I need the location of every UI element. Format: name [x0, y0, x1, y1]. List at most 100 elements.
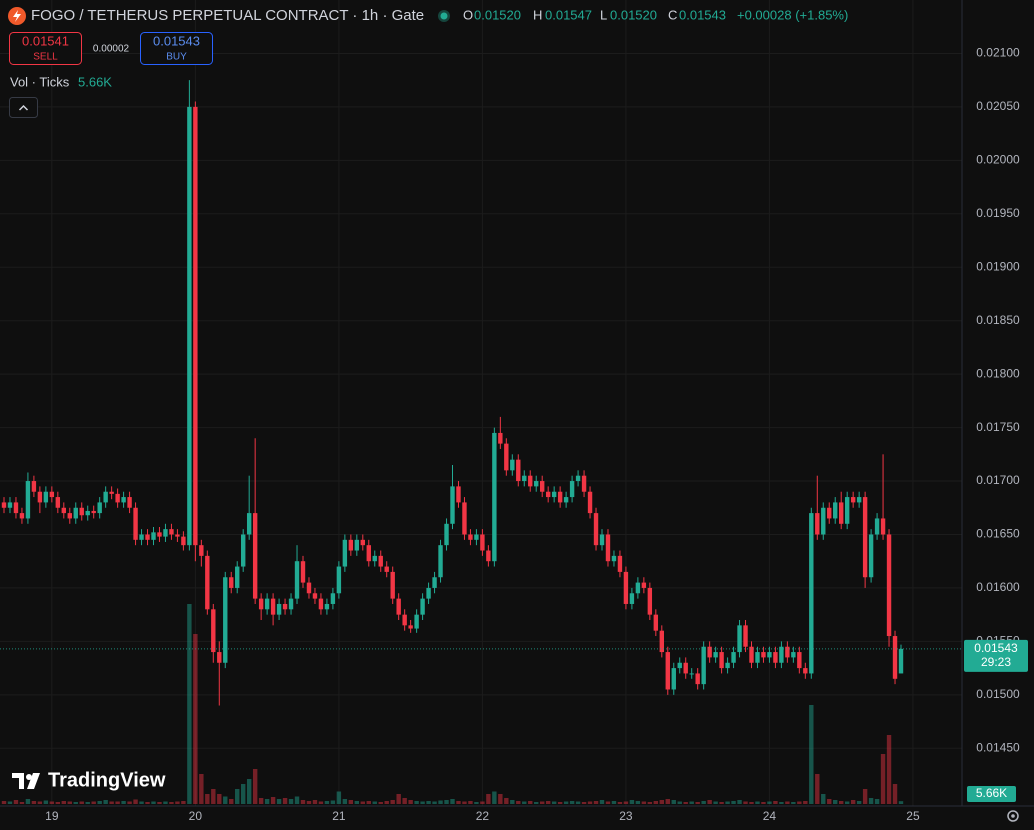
candle-body: [653, 614, 659, 631]
collapse-button[interactable]: [9, 97, 38, 118]
volume-bar: [13, 800, 19, 804]
volume-bar: [767, 801, 772, 804]
buy-label[interactable]: BUY: [166, 52, 187, 63]
candle-body: [821, 507, 826, 535]
buy-price[interactable]: 0.01543: [153, 33, 200, 48]
logo-shape: [12, 773, 24, 789]
candle-body: [773, 652, 778, 663]
logo-dot: [26, 774, 32, 780]
countdown-label: 29:23: [981, 655, 1011, 669]
candle-body: [809, 513, 814, 674]
candle-body: [707, 646, 712, 658]
grid: [0, 0, 962, 806]
settings-icon[interactable]: [1007, 810, 1019, 822]
volume-bar: [109, 801, 114, 804]
candle-body: [540, 481, 545, 492]
volume-bar: [205, 794, 210, 804]
volume-bar: [336, 791, 342, 804]
candle-body: [342, 539, 348, 567]
volume-bar: [480, 801, 485, 804]
sell-price[interactable]: 0.01541: [22, 33, 69, 48]
last-price-box: [964, 639, 1028, 672]
volume-bar: [294, 796, 300, 804]
volume-bar: [522, 801, 527, 804]
candle-body: [193, 106, 198, 546]
volume-bar: [73, 802, 78, 804]
x-tick-label: 20: [189, 809, 203, 823]
volume-bar: [223, 796, 228, 804]
volume-bar: [67, 801, 72, 804]
candle-body: [270, 598, 276, 615]
y-tick-label: 0.02050: [976, 99, 1020, 113]
volume-bar: [623, 801, 629, 804]
volume-bar: [617, 802, 623, 804]
volume-bar: [396, 794, 401, 804]
candle-body: [737, 625, 742, 653]
candle-body: [217, 652, 222, 663]
candle-body: [73, 507, 78, 519]
volume-bar: [61, 801, 66, 804]
high-value: 0.01547: [545, 7, 592, 22]
sell-button[interactable]: [9, 32, 82, 65]
candle-body: [1, 502, 7, 508]
candle-body: [61, 507, 66, 514]
volume-bar: [474, 802, 479, 804]
candle-body: [791, 652, 796, 658]
settings-icon-center[interactable]: [1011, 814, 1015, 818]
logo-slash: [27, 773, 40, 789]
x-tick-label: 25: [906, 809, 920, 823]
volume-bar: [629, 800, 635, 804]
candle-body: [49, 491, 55, 498]
candle-body: [468, 534, 473, 540]
candle-body: [223, 577, 228, 663]
candle-body: [713, 652, 718, 658]
volume-bar: [593, 801, 599, 804]
sell-label[interactable]: SELL: [33, 52, 58, 63]
candle-body: [318, 598, 324, 610]
volume-bar: [390, 800, 395, 804]
candle-body: [276, 603, 282, 615]
candle-body: [258, 598, 264, 610]
y-tick-label: 0.01900: [976, 259, 1020, 273]
candle-body: [282, 603, 288, 610]
symbol-title: FOGO / TETHERUS PERPETUAL CONTRACT · 1h …: [31, 7, 424, 24]
volume-bar: [127, 801, 132, 804]
candle-body: [856, 497, 862, 503]
candle-body: [844, 497, 850, 524]
candle-body: [635, 582, 641, 594]
volume-bar: [689, 801, 694, 804]
volume-bar: [575, 801, 581, 804]
volume-bar: [324, 801, 330, 804]
volume-bar: [342, 799, 348, 804]
candle-body: [91, 510, 96, 514]
volume-bar: [569, 801, 575, 804]
candle-body: [647, 587, 653, 615]
volume-bar: [821, 794, 826, 804]
candle-body: [19, 513, 25, 519]
candle-body: [803, 668, 808, 674]
volume-bar: [330, 800, 336, 804]
candle-body: [575, 475, 581, 482]
buy-button[interactable]: [140, 32, 213, 65]
volume-bar: [19, 802, 25, 804]
volume-bar: [599, 800, 605, 804]
volume-bar: [779, 802, 784, 804]
volume-bar: [791, 802, 796, 804]
candle-body: [641, 582, 647, 588]
candle-body: [13, 502, 19, 514]
volume-bar: [384, 801, 389, 804]
candle-body: [671, 668, 676, 690]
candle-body: [438, 545, 443, 578]
volume-bar: [827, 799, 832, 804]
chevron-icon[interactable]: [18, 104, 29, 111]
volume-bar: [79, 801, 84, 804]
x-tick-label: 21: [332, 809, 346, 823]
volume-bar: [898, 801, 904, 804]
volume-bar: [545, 801, 551, 804]
candle-body: [330, 593, 336, 604]
volume-bar: [133, 799, 138, 804]
volume-bar: [719, 802, 724, 804]
low-key: L: [600, 7, 607, 22]
y-tick-label: 0.02000: [976, 153, 1020, 167]
